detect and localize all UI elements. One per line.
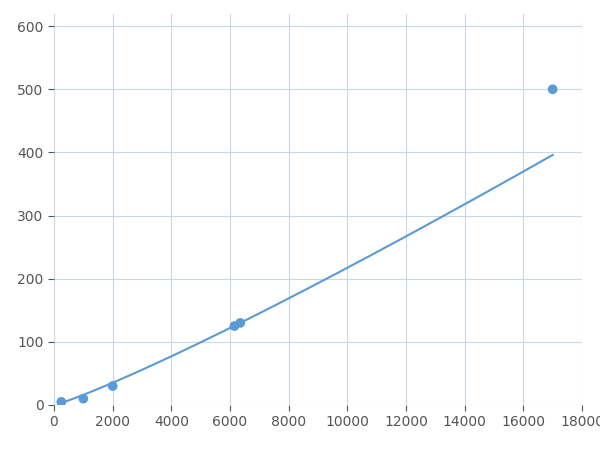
Point — [230, 323, 239, 330]
Point — [56, 398, 66, 405]
Point — [235, 320, 245, 327]
Point — [79, 395, 88, 402]
Point — [108, 382, 118, 390]
Point — [548, 86, 557, 93]
